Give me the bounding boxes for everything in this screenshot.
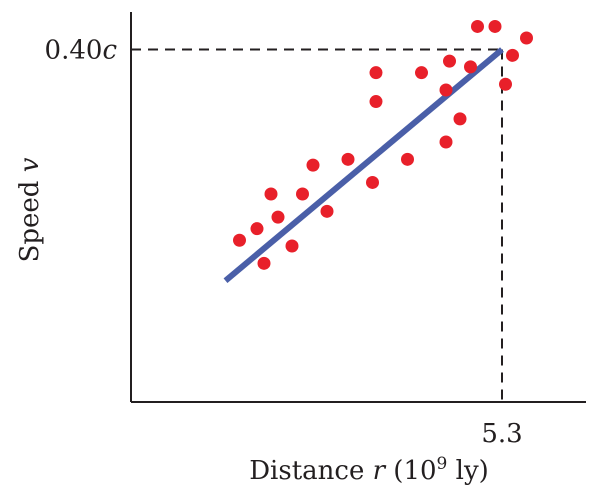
data-point [257, 256, 271, 270]
data-point [471, 19, 484, 33]
data-point [439, 83, 453, 97]
data-point [296, 187, 309, 201]
data-point [341, 152, 355, 166]
data-point [233, 233, 246, 247]
data-point [453, 112, 467, 126]
x-axis-label: Distance r (109 ly) [249, 454, 489, 486]
best-fit-line [223, 47, 504, 283]
data-point [366, 175, 379, 189]
y-reference-unit: c [102, 36, 117, 66]
x-reference-label: 5.3 [481, 419, 522, 449]
y-axis-label: Speed v [15, 157, 45, 262]
data-point [464, 60, 477, 74]
data-point [401, 152, 414, 166]
data-point [506, 48, 519, 62]
y-reference-label: 0.40c [45, 36, 118, 66]
data-point [320, 204, 334, 218]
data-point [488, 19, 502, 33]
data-point [443, 54, 456, 68]
data-point [306, 158, 320, 172]
data-point [250, 222, 264, 236]
data-point [520, 31, 533, 45]
data-points [233, 19, 533, 270]
data-point [264, 187, 278, 201]
y-reference-value: 0.40 [45, 36, 103, 66]
data-point [369, 66, 383, 80]
data-point [415, 66, 428, 80]
data-point [285, 239, 299, 253]
data-point [369, 95, 383, 109]
data-point [271, 210, 285, 224]
data-point [499, 77, 512, 91]
data-point [439, 135, 453, 149]
